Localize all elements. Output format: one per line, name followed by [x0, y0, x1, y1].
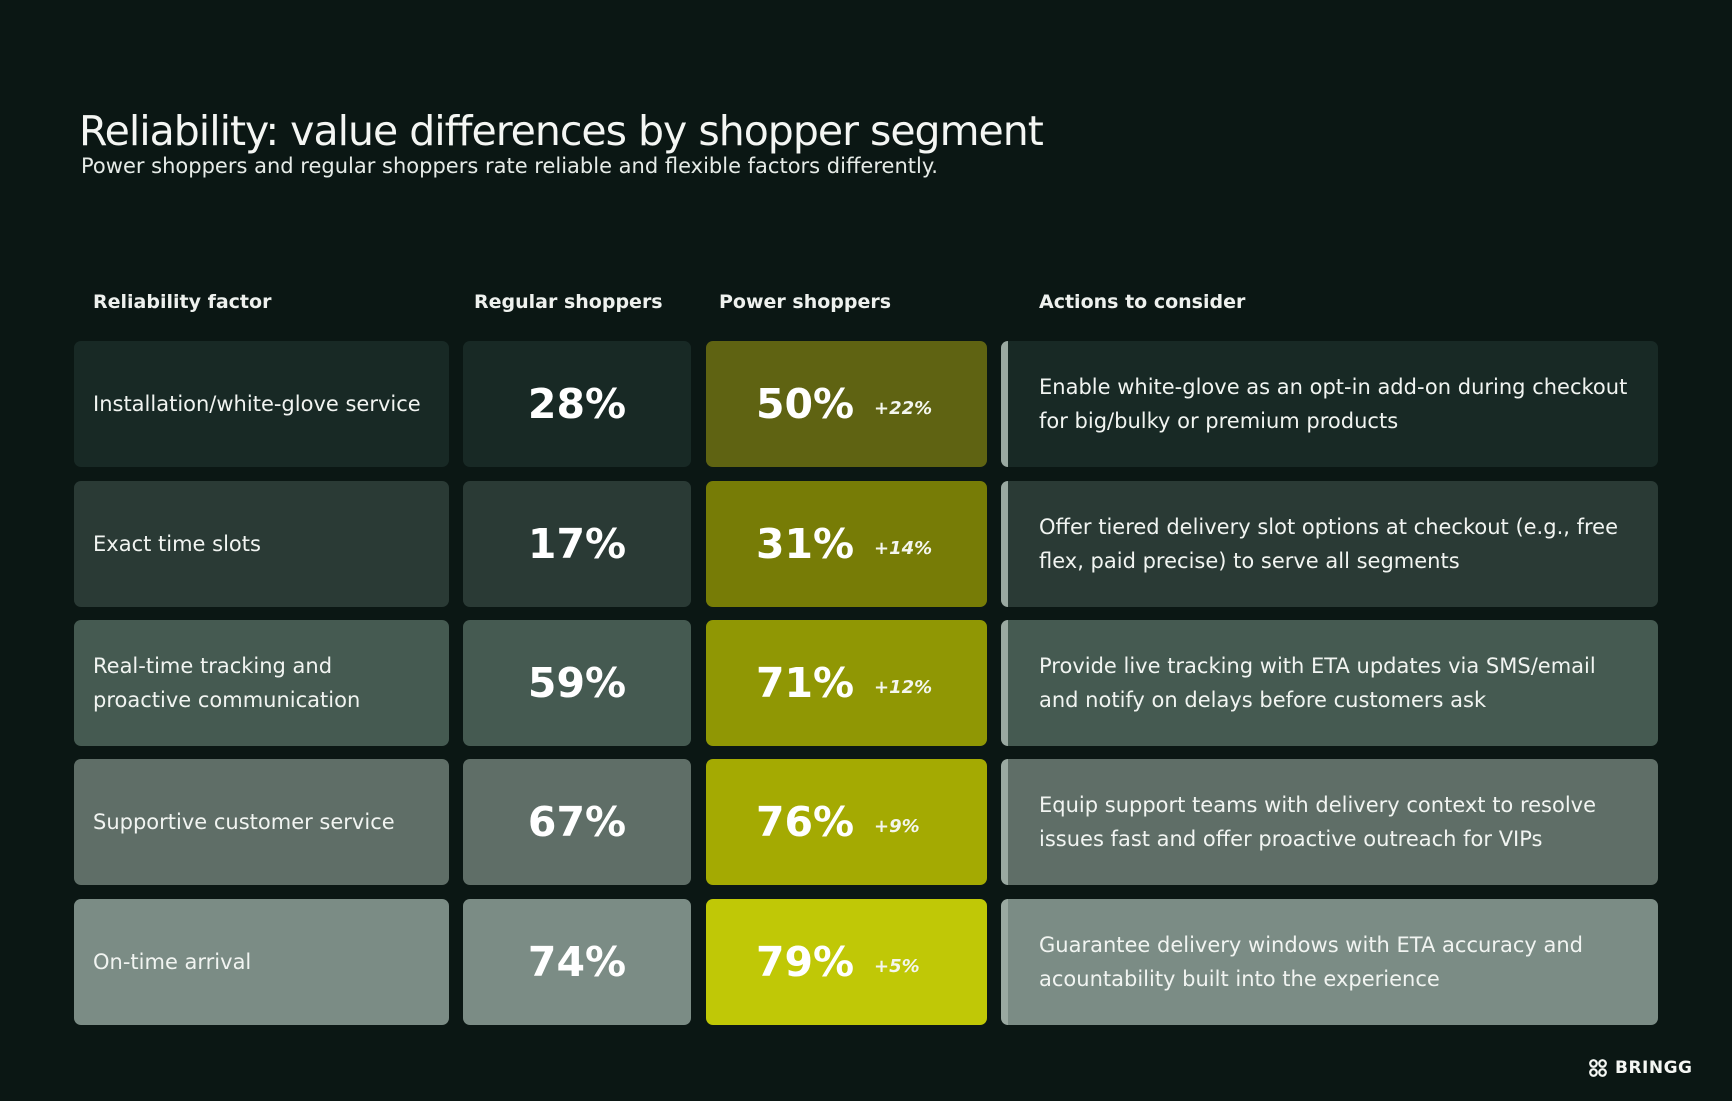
brand-logo: BRINGG — [1588, 1058, 1693, 1078]
power-shoppers-value: 76% — [756, 798, 855, 846]
table-row: On-time arrival 74% 79% +5% Guarantee delive… — [74, 899, 1658, 1025]
action-to-consider-cell: Provide live tracking with ETA updates v… — [1001, 620, 1658, 746]
regular-shoppers-value: 67% — [463, 759, 691, 885]
column-header-regular: Regular shoppers — [474, 291, 663, 313]
column-header-actions: Actions to consider — [1039, 291, 1246, 313]
power-shoppers-cell: 76% +9% — [706, 759, 987, 885]
table-row: Real-time tracking and proactive communi… — [74, 620, 1658, 746]
reliability-factor-cell: Real-time tracking and proactive communi… — [74, 620, 449, 746]
difference-badge: +9% — [874, 815, 920, 837]
page-subtitle: Power shoppers and regular shoppers rate… — [81, 154, 938, 178]
regular-shoppers-value: 28% — [463, 341, 691, 467]
reliability-factor-cell: Supportive customer service — [74, 759, 449, 885]
brand-name: BRINGG — [1615, 1058, 1693, 1078]
power-shoppers-value: 50% — [756, 380, 855, 428]
power-shoppers-value: 71% — [756, 659, 855, 707]
difference-badge: +22% — [874, 397, 933, 419]
power-shoppers-cell: 71% +12% — [706, 620, 987, 746]
regular-shoppers-value: 17% — [463, 481, 691, 607]
reliability-factor-cell: Exact time slots — [74, 481, 449, 607]
table-row: Exact time slots 17% 31% +14% Offer tiered d… — [74, 481, 1658, 607]
table-row: Supportive customer service 67% 76% +9% Equi… — [74, 759, 1658, 885]
table-row: Installation/white-glove service 28% 50% +2… — [74, 341, 1658, 467]
action-to-consider-cell: Offer tiered delivery slot options at ch… — [1001, 481, 1658, 607]
power-shoppers-cell: 31% +14% — [706, 481, 987, 607]
reliability-factor-cell: On-time arrival — [74, 899, 449, 1025]
difference-badge: +14% — [874, 537, 933, 559]
regular-shoppers-value: 59% — [463, 620, 691, 746]
action-to-consider-cell: Guarantee delivery windows with ETA accu… — [1001, 899, 1658, 1025]
difference-badge: +12% — [874, 676, 933, 698]
column-header-factor: Reliability factor — [93, 291, 272, 313]
column-header-power: Power shoppers — [719, 291, 892, 313]
difference-badge: +5% — [874, 955, 920, 977]
reliability-factor-cell: Installation/white-glove service — [74, 341, 449, 467]
bringg-logo-icon — [1588, 1058, 1608, 1078]
power-shoppers-cell: 50% +22% — [706, 341, 987, 467]
action-to-consider-cell: Enable white-glove as an opt-in add-on d… — [1001, 341, 1658, 467]
power-shoppers-value: 31% — [756, 520, 855, 568]
action-to-consider-cell: Equip support teams with delivery contex… — [1001, 759, 1658, 885]
regular-shoppers-value: 74% — [463, 899, 691, 1025]
power-shoppers-value: 79% — [756, 938, 855, 986]
power-shoppers-cell: 79% +5% — [706, 899, 987, 1025]
page-title: Reliability: value differences by shoppe… — [79, 107, 1044, 156]
